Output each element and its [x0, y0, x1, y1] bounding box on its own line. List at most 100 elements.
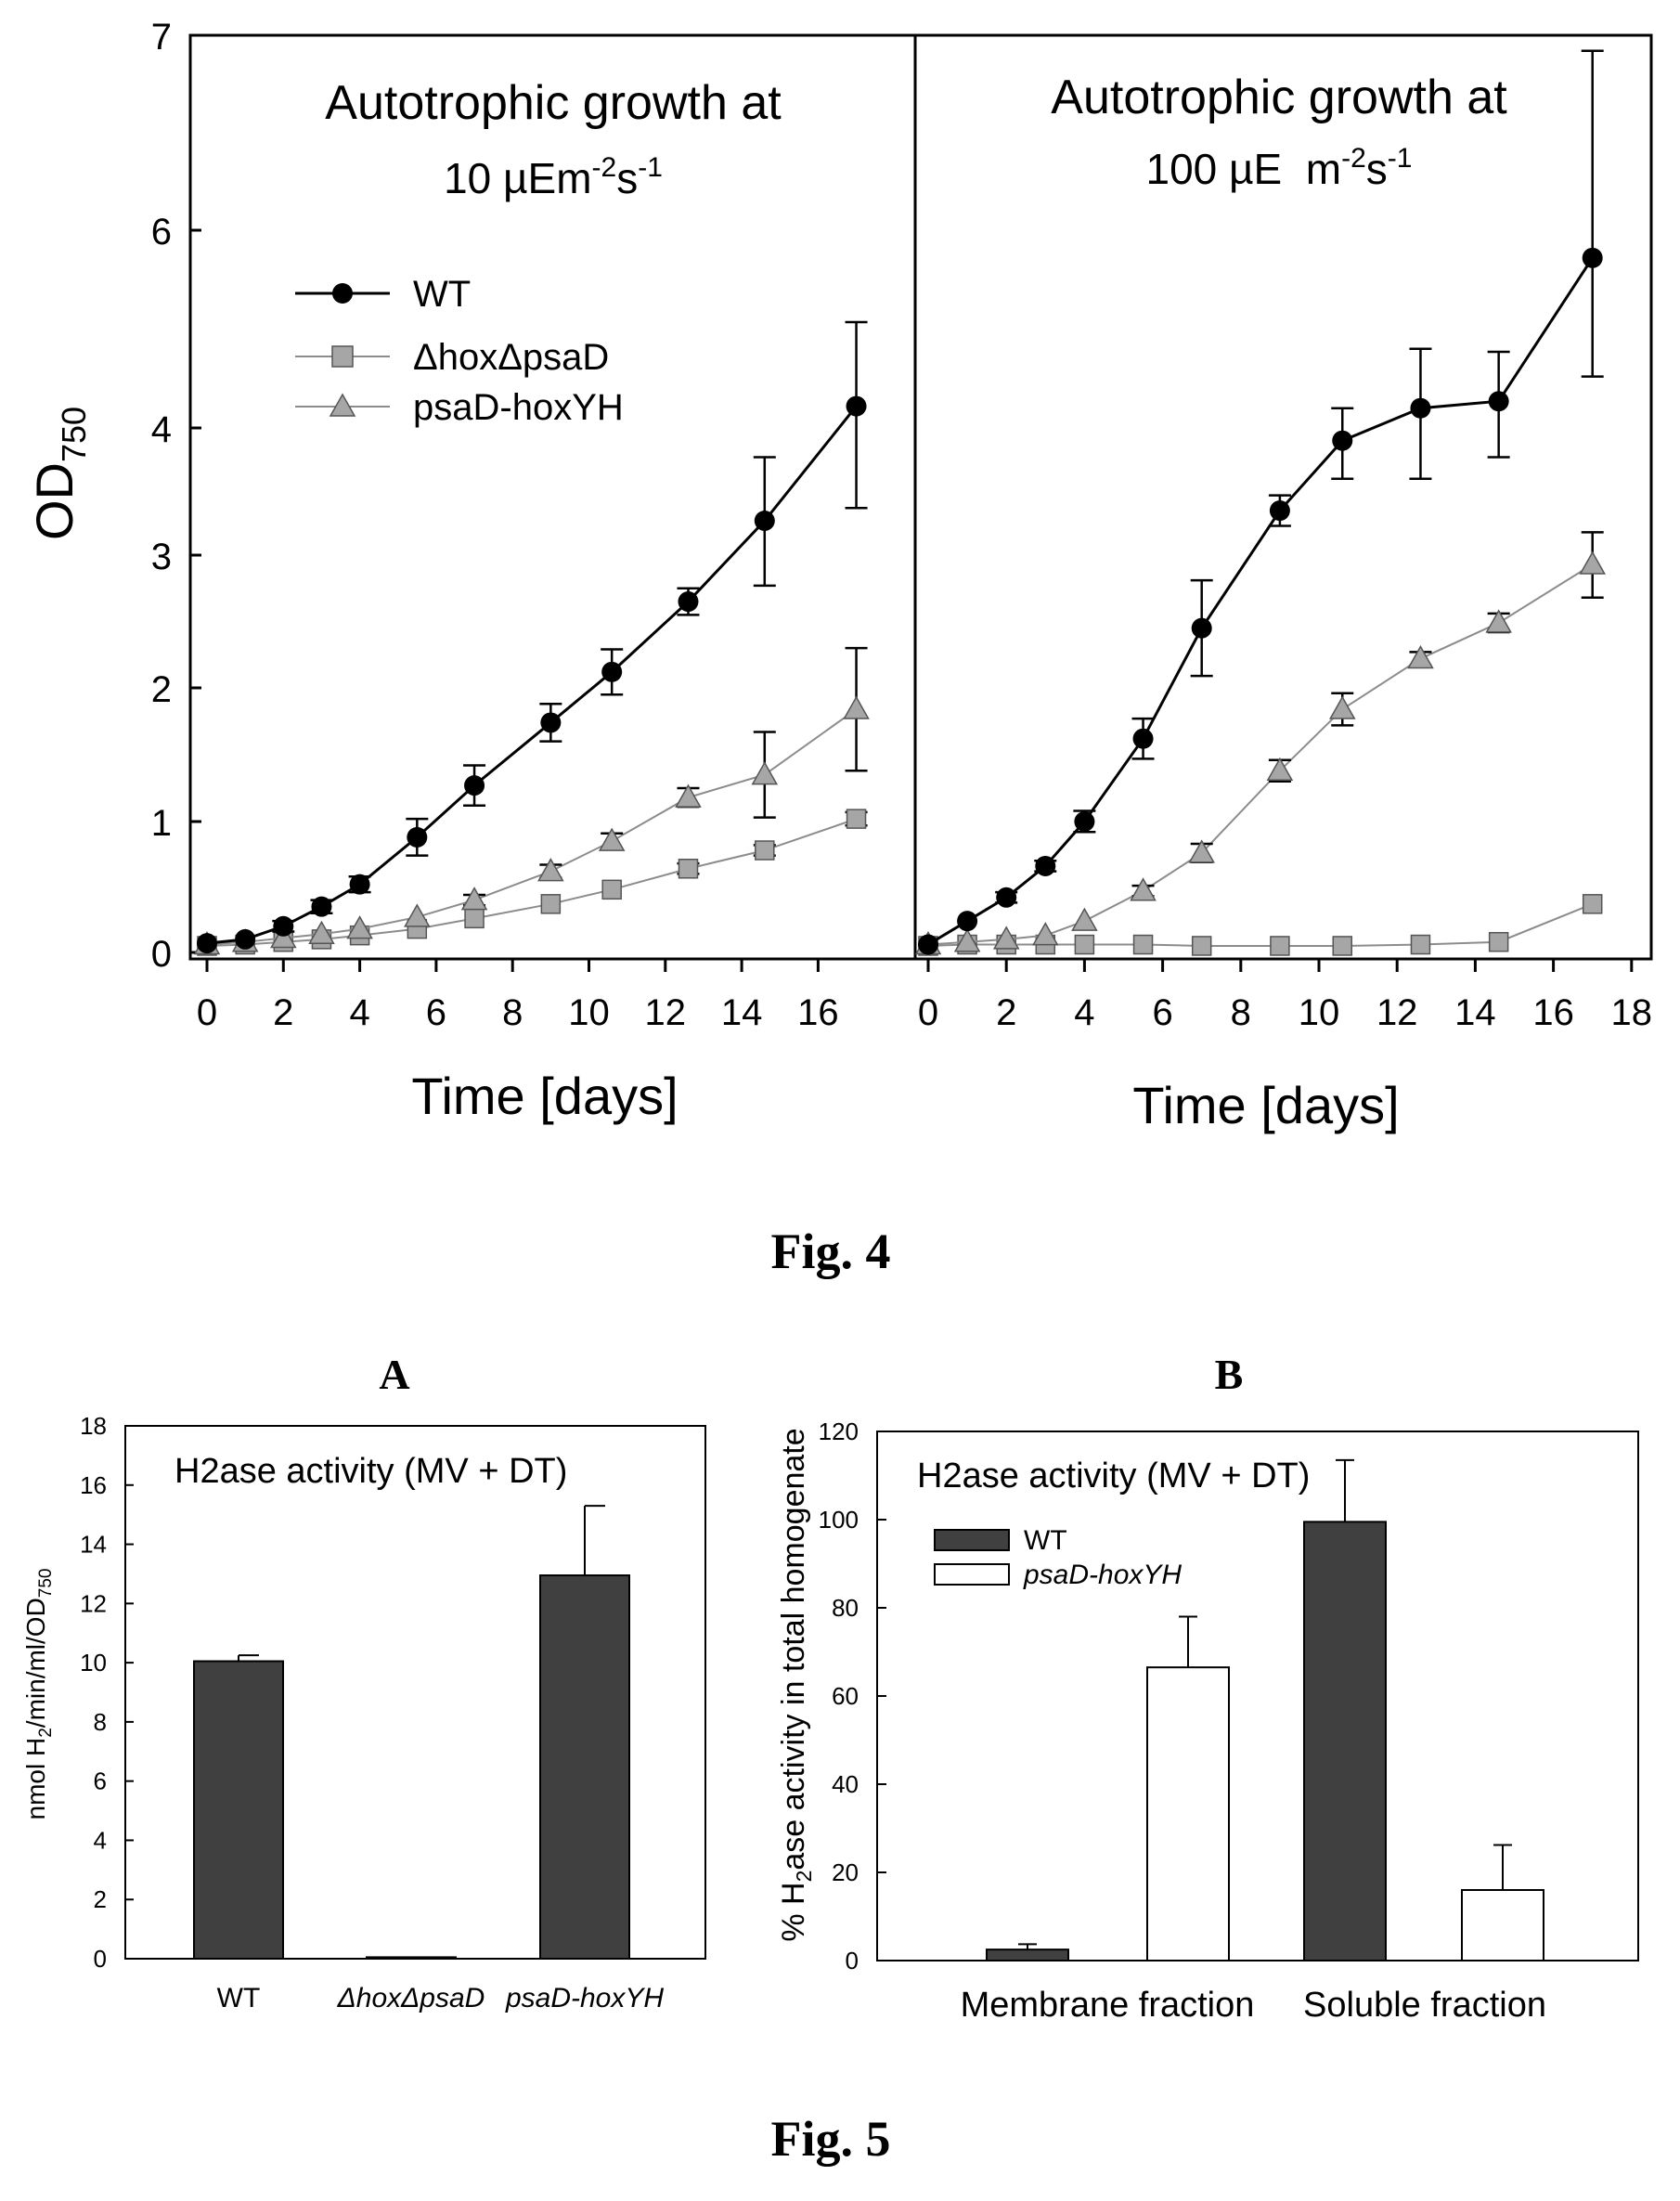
- fig5a-y-tick-label: 14: [80, 1531, 107, 1559]
- fig4-y-axis: 0 1 2 3 4 6 7: [151, 17, 201, 975]
- fig5b-title: H2ase activity (MV + DT): [917, 1457, 1310, 1495]
- fig4-right-x-tick-label: 14: [1454, 992, 1496, 1033]
- fig4-right-x-tick-label: 8: [1231, 992, 1251, 1033]
- data-point-triangle: [843, 695, 870, 719]
- data-point-triangle: [1579, 550, 1606, 575]
- fig5b-y-tick-label: 120: [819, 1418, 859, 1445]
- fig4-right-x-tick-label: 0: [918, 992, 938, 1033]
- data-point-circle: [464, 775, 485, 796]
- data-point-triangle: [1032, 922, 1059, 946]
- data-point-circle: [1332, 430, 1353, 451]
- fig5b-y-axis: 0 20 40 60 80 100 120: [819, 1418, 886, 1974]
- fig4-right-title-s: s: [1366, 145, 1388, 193]
- data-point-circle: [754, 511, 775, 532]
- fig4-left-x-axis: 0 2 4 6 8 10 12 14 16: [197, 959, 839, 1033]
- data-point-square: [464, 908, 485, 929]
- data-point-triangle: [346, 915, 373, 939]
- fig4-y-tick-label: 3: [151, 537, 172, 577]
- data-point-circle: [1269, 500, 1290, 522]
- data-point-triangle: [270, 924, 297, 949]
- fig5a-ylabel-mid: /min/ml/OD: [21, 1598, 50, 1728]
- series-line-circle: [927, 256, 1594, 946]
- fig4-right-plot-frame: [913, 33, 1653, 961]
- fig4-left-x-tick-label: 12: [645, 992, 687, 1033]
- fig5b-bar: [1461, 1889, 1544, 1961]
- fig5a-bar: [193, 1660, 284, 1961]
- fig5a-ylabel-sub2: 750: [36, 1569, 56, 1599]
- data-point-triangle: [1130, 877, 1157, 901]
- fig5a-ylabel-prefix: nmol H: [21, 1738, 50, 1820]
- fig5a-y-tick-label: 2: [94, 1885, 107, 1913]
- data-point-circle: [996, 887, 1017, 908]
- data-point-circle: [1582, 247, 1603, 268]
- fig5b-y-axis-label: % H2ase activity in total homogenate: [776, 1428, 816, 1941]
- fig5b-y-tick-label: 0: [846, 1947, 859, 1974]
- fig4-left-x-tick-label: 10: [568, 992, 610, 1033]
- data-point-circle: [407, 826, 428, 848]
- data-point-square: [678, 859, 699, 879]
- data-point-circle: [273, 915, 294, 937]
- fig5a-x-category-label: psaD-hoxYH: [505, 1983, 664, 2013]
- fig4-left-x-tick-label: 6: [426, 992, 446, 1033]
- fig5a-y-axis-label: nmol H2/min/ml/OD750: [21, 1569, 56, 1820]
- fig4-right-series: [915, 49, 1606, 956]
- legend-dhox-label: ΔhoxΔpsaD: [413, 337, 609, 378]
- series-line-circle: [206, 405, 858, 945]
- data-point-triangle: [1071, 907, 1098, 931]
- fig4-left-x-tick-label: 8: [502, 992, 523, 1033]
- fig5b-y-tick-label: 80: [832, 1594, 859, 1622]
- fig4-left-x-tick-label: 0: [197, 992, 217, 1033]
- data-point-triangle: [537, 858, 564, 882]
- fig5b-plot-frame: [876, 1431, 1639, 1961]
- fig4-caption: Fig. 4: [771, 1223, 891, 1279]
- fig5a-title-rest: ase activity (MV + DT): [220, 1452, 568, 1491]
- fig4-right-x-tick-label: 12: [1376, 992, 1418, 1033]
- data-point-triangle: [404, 903, 431, 927]
- fig4-legend: WT ΔhoxΔpsaD psaD-hoxYH: [295, 274, 624, 428]
- data-point-triangle: [1485, 609, 1512, 633]
- fig5b-ylabel-prefix: % H: [776, 1882, 811, 1941]
- fig4-left-title-exp1: -2: [592, 152, 617, 183]
- data-point-circle: [235, 928, 256, 950]
- fig4-right-x-tick-label: 6: [1152, 992, 1172, 1033]
- fig4-right-x-tick-label: 10: [1299, 992, 1340, 1033]
- legend-dhox-marker: [331, 345, 354, 368]
- data-point-circle: [601, 661, 623, 682]
- data-point-circle: [1191, 617, 1212, 639]
- fig4-y-axis-label: OD750: [25, 407, 93, 540]
- fig5-panel-a-label: A: [379, 1351, 409, 1398]
- fig4-left-x-tick-label: 14: [721, 992, 763, 1033]
- data-point-circle: [349, 874, 370, 895]
- fig5a-x-axis: WT ΔhoxΔpsaD psaD-hoxYH: [217, 1983, 665, 2013]
- fig5b-y-tick-label: 40: [832, 1770, 859, 1798]
- fig5b-title-sub: 2: [942, 1457, 962, 1495]
- data-point-circle: [918, 934, 938, 955]
- fig4-ylabel-main: OD: [25, 462, 84, 540]
- data-point-circle: [540, 712, 562, 733]
- data-point-triangle: [308, 920, 335, 945]
- data-point-triangle: [992, 926, 1020, 950]
- data-point-square: [601, 879, 622, 900]
- fig5b-chart: 0 20 40 60 80 100 120 Membrane fraction Soluble…: [776, 1418, 1639, 2025]
- data-point-square: [1332, 936, 1353, 956]
- data-point-triangle: [460, 887, 488, 911]
- data-point-square: [755, 840, 775, 861]
- fig5b-title-rest: ase activity (MV + DT): [963, 1457, 1311, 1495]
- fig5b-legend-wt-label: WT: [1024, 1525, 1067, 1556]
- fig4-right-x-axis: 0 2 4 6 8 10 12 14 16 18: [918, 959, 1652, 1033]
- data-point-triangle: [1328, 695, 1356, 719]
- fig5a-y-axis: 0 2 4 6 8 10 12 14 16 18: [80, 1412, 134, 1973]
- data-point-square: [1191, 936, 1212, 956]
- data-point-circle: [678, 591, 699, 613]
- data-point-circle: [197, 933, 217, 954]
- fig5a-x-category-label: WT: [217, 1983, 261, 2013]
- fig4-right-x-tick-label: 4: [1074, 992, 1094, 1033]
- fig5b-bar: [1303, 1521, 1387, 1961]
- data-point-circle: [1035, 855, 1056, 876]
- fig5a-y-tick-label: 16: [80, 1471, 107, 1499]
- fig5a-y-tick-label: 6: [94, 1767, 107, 1795]
- data-point-triangle: [751, 761, 779, 785]
- fig4-right-x-tick-label: 18: [1611, 992, 1653, 1033]
- data-point-circle: [1488, 391, 1509, 412]
